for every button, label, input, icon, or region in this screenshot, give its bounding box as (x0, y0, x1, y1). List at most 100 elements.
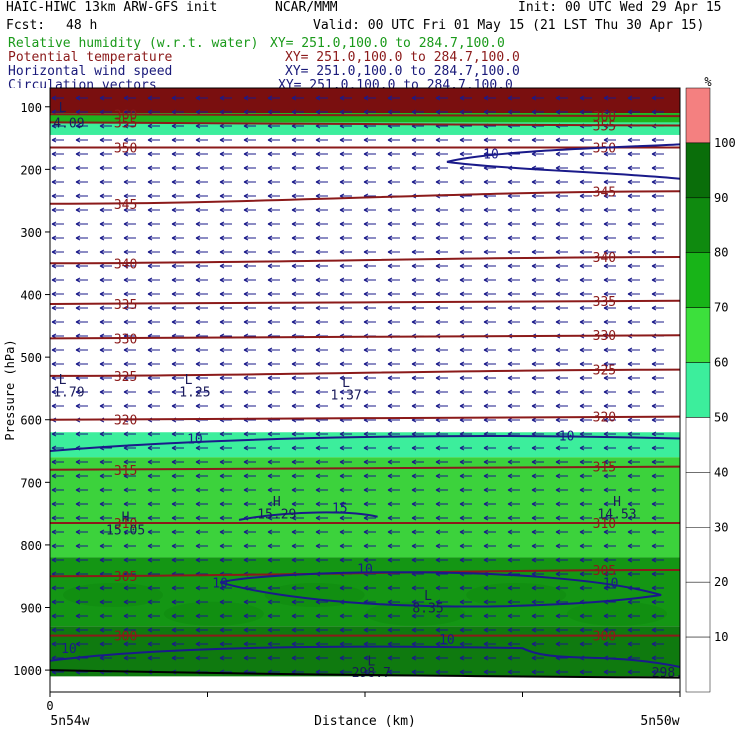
wind-vector (579, 95, 592, 101)
wind-vector (483, 263, 496, 269)
wind-vector (603, 235, 616, 241)
wind-vector (651, 193, 664, 199)
wind-vector (147, 557, 160, 563)
wind-vector (219, 151, 232, 157)
wind-vector (99, 249, 112, 255)
wind-vector (531, 543, 544, 549)
extremum-label: L (424, 589, 432, 604)
wind-vector (435, 599, 448, 605)
wind-vector (339, 515, 352, 521)
wind-vector (147, 95, 160, 101)
wind-vector (579, 179, 592, 185)
wind-vector (75, 291, 88, 297)
wind-vector (267, 389, 280, 395)
wind-vector (627, 389, 640, 395)
wind-vector (603, 137, 616, 143)
wind-vector (555, 403, 568, 409)
rh-shading (50, 88, 680, 677)
wind-vector (147, 627, 160, 633)
theta-contour (49, 415, 681, 421)
wind-vector (387, 249, 400, 255)
wind-vector (603, 445, 616, 451)
wind-vector (339, 165, 352, 171)
wind-vector (339, 305, 352, 311)
theta-label: 355 (593, 120, 616, 135)
theta-contours: 300 300 305 305 310 310 315 315 320 320 325 325 330 3… (49, 108, 681, 645)
wind-vector (75, 95, 88, 101)
wind-vector (243, 459, 256, 465)
wind-vector (339, 375, 352, 381)
colorbar-segment (685, 197, 711, 253)
wind-vector (627, 165, 640, 171)
wind-vector (267, 165, 280, 171)
wind-vector (99, 641, 112, 647)
wind-vector (339, 501, 352, 507)
wind-vector (435, 473, 448, 479)
wind-vector (603, 529, 616, 535)
wind-vector (195, 389, 208, 395)
wind-vector (555, 641, 568, 647)
wind-vector (171, 361, 184, 367)
wind-vector (555, 543, 568, 549)
wind-vector (291, 207, 304, 213)
colorbar-tick-label: 30 (714, 520, 728, 534)
wind-vector (579, 403, 592, 409)
wind-vector (483, 655, 496, 661)
field-wind-name: Horizontal wind speed (8, 64, 173, 79)
wind-vector (651, 403, 664, 409)
wind-vector (627, 207, 640, 213)
wind-vector (339, 207, 352, 213)
wind-vector (483, 445, 496, 451)
wind-vector (555, 669, 568, 675)
wind-vector (315, 403, 328, 409)
wind-vector (51, 599, 64, 605)
wind-vector (195, 501, 208, 507)
wind-vector (651, 235, 664, 241)
wind-vector (123, 361, 136, 367)
wind-vector (483, 557, 496, 563)
y-tick-label: 300 (20, 226, 42, 240)
wind-vector (339, 473, 352, 479)
wind-vector (459, 613, 472, 619)
wind-vector (483, 613, 496, 619)
wind-vector (363, 487, 376, 493)
wind-vector (315, 277, 328, 283)
wind-vector (387, 613, 400, 619)
wind-vector (147, 473, 160, 479)
header-org: NCAR/MMM (275, 0, 338, 15)
wind-vector (603, 543, 616, 549)
wind-vector (435, 319, 448, 325)
wind-vector (51, 389, 64, 395)
wind-vector (603, 501, 616, 507)
wind-contour-label: 10 (357, 563, 373, 578)
wind-vector (243, 165, 256, 171)
wind-vector (291, 445, 304, 451)
wind-vector (339, 235, 352, 241)
wind-vector (507, 221, 520, 227)
colorbar-segment (685, 362, 711, 418)
y-tick-label: 400 (20, 289, 42, 303)
wind-vector (651, 95, 664, 101)
wind-vector (483, 627, 496, 633)
wind-vector (147, 123, 160, 129)
wind-vector (219, 291, 232, 297)
wind-vector (435, 641, 448, 647)
wind-vector (627, 459, 640, 465)
wind-vector (147, 585, 160, 591)
wind-vector (507, 599, 520, 605)
wind-vector (627, 515, 640, 521)
wind-vector (123, 557, 136, 563)
wind-vector (267, 291, 280, 297)
wind-vector (411, 291, 424, 297)
wind-vector (363, 431, 376, 437)
wind-vector (651, 277, 664, 283)
extremum-label: H (613, 495, 621, 510)
wind-vector (219, 445, 232, 451)
wind-vector (531, 277, 544, 283)
wind-vector (483, 95, 496, 101)
wind-vector (219, 235, 232, 241)
wind-vector (195, 165, 208, 171)
wind-vector (291, 179, 304, 185)
wind-vector (435, 501, 448, 507)
wind-vector (171, 277, 184, 283)
